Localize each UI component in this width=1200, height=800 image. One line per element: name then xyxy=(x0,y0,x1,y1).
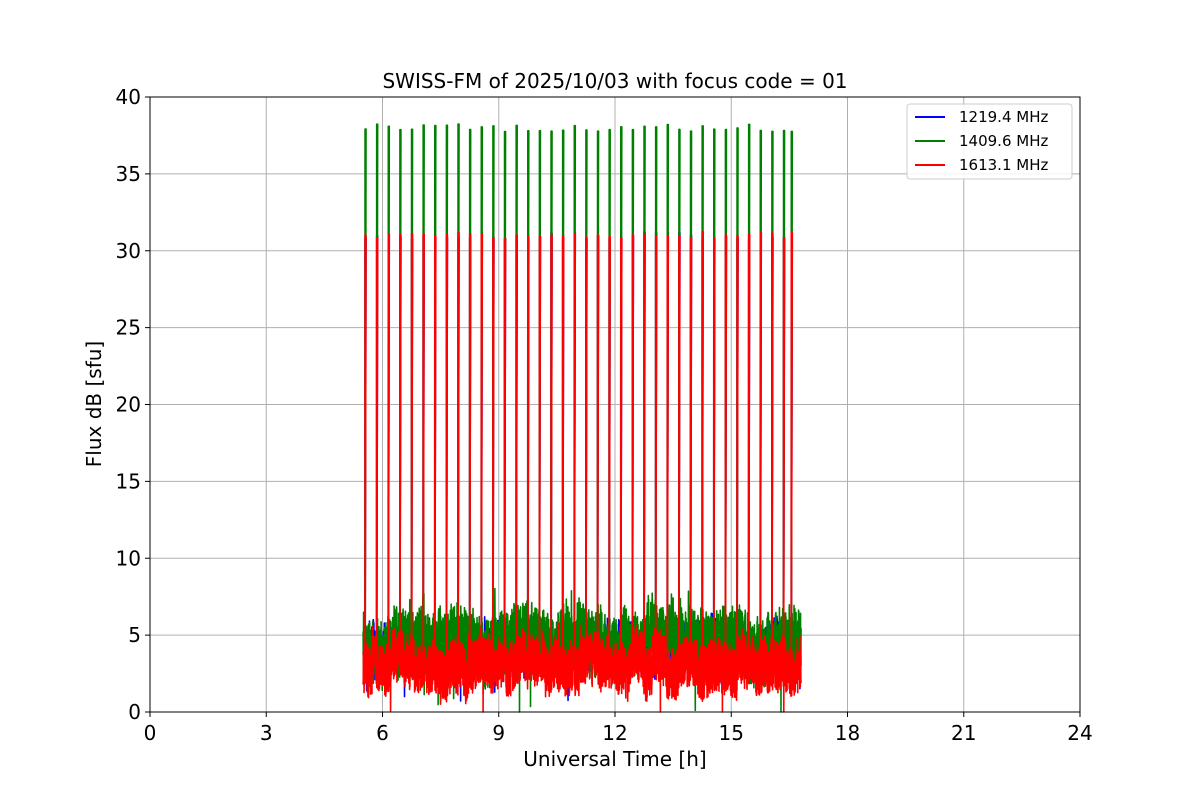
x-tick-label: 6 xyxy=(376,721,389,745)
x-tick-label: 15 xyxy=(719,721,744,745)
y-tick-label: 15 xyxy=(116,469,141,493)
legend-label: 1219.4 MHz xyxy=(959,108,1048,126)
series-layer xyxy=(362,123,802,713)
x-tick-label: 12 xyxy=(602,721,627,745)
series-line xyxy=(362,123,802,713)
y-tick-label: 25 xyxy=(116,316,141,340)
y-tick-label: 5 xyxy=(128,623,141,647)
y-tick-label: 35 xyxy=(116,162,141,186)
x-tick-label: 9 xyxy=(492,721,505,745)
chart-title: SWISS-FM of 2025/10/03 with focus code =… xyxy=(382,69,847,93)
legend-label: 1613.1 MHz xyxy=(959,156,1048,174)
y-tick-label: 20 xyxy=(116,393,141,417)
y-tick-label: 30 xyxy=(116,239,141,263)
x-tick-label: 3 xyxy=(260,721,273,745)
x-tick-label: 24 xyxy=(1067,721,1092,745)
x-tick-label: 0 xyxy=(144,721,157,745)
series-line xyxy=(362,230,802,713)
tick-layer: 0 3 6 9 12 15 18 21 24 0 5 10 15 20 25 30 35 40 xyxy=(116,85,1093,745)
x-tick-label: 21 xyxy=(951,721,976,745)
x-axis-label: Universal Time [h] xyxy=(523,747,706,771)
y-tick-label: 10 xyxy=(116,546,141,570)
y-tick-label: 0 xyxy=(128,700,141,724)
x-tick-label: 18 xyxy=(835,721,860,745)
y-tick-label: 40 xyxy=(116,85,141,109)
legend: 1219.4 MHz 1409.6 MHz 1613.1 MHz xyxy=(906,103,1073,180)
legend-box xyxy=(906,103,1073,180)
legend-label: 1409.6 MHz xyxy=(959,132,1048,150)
y-axis-label: Flux dB [sfu] xyxy=(82,341,106,467)
